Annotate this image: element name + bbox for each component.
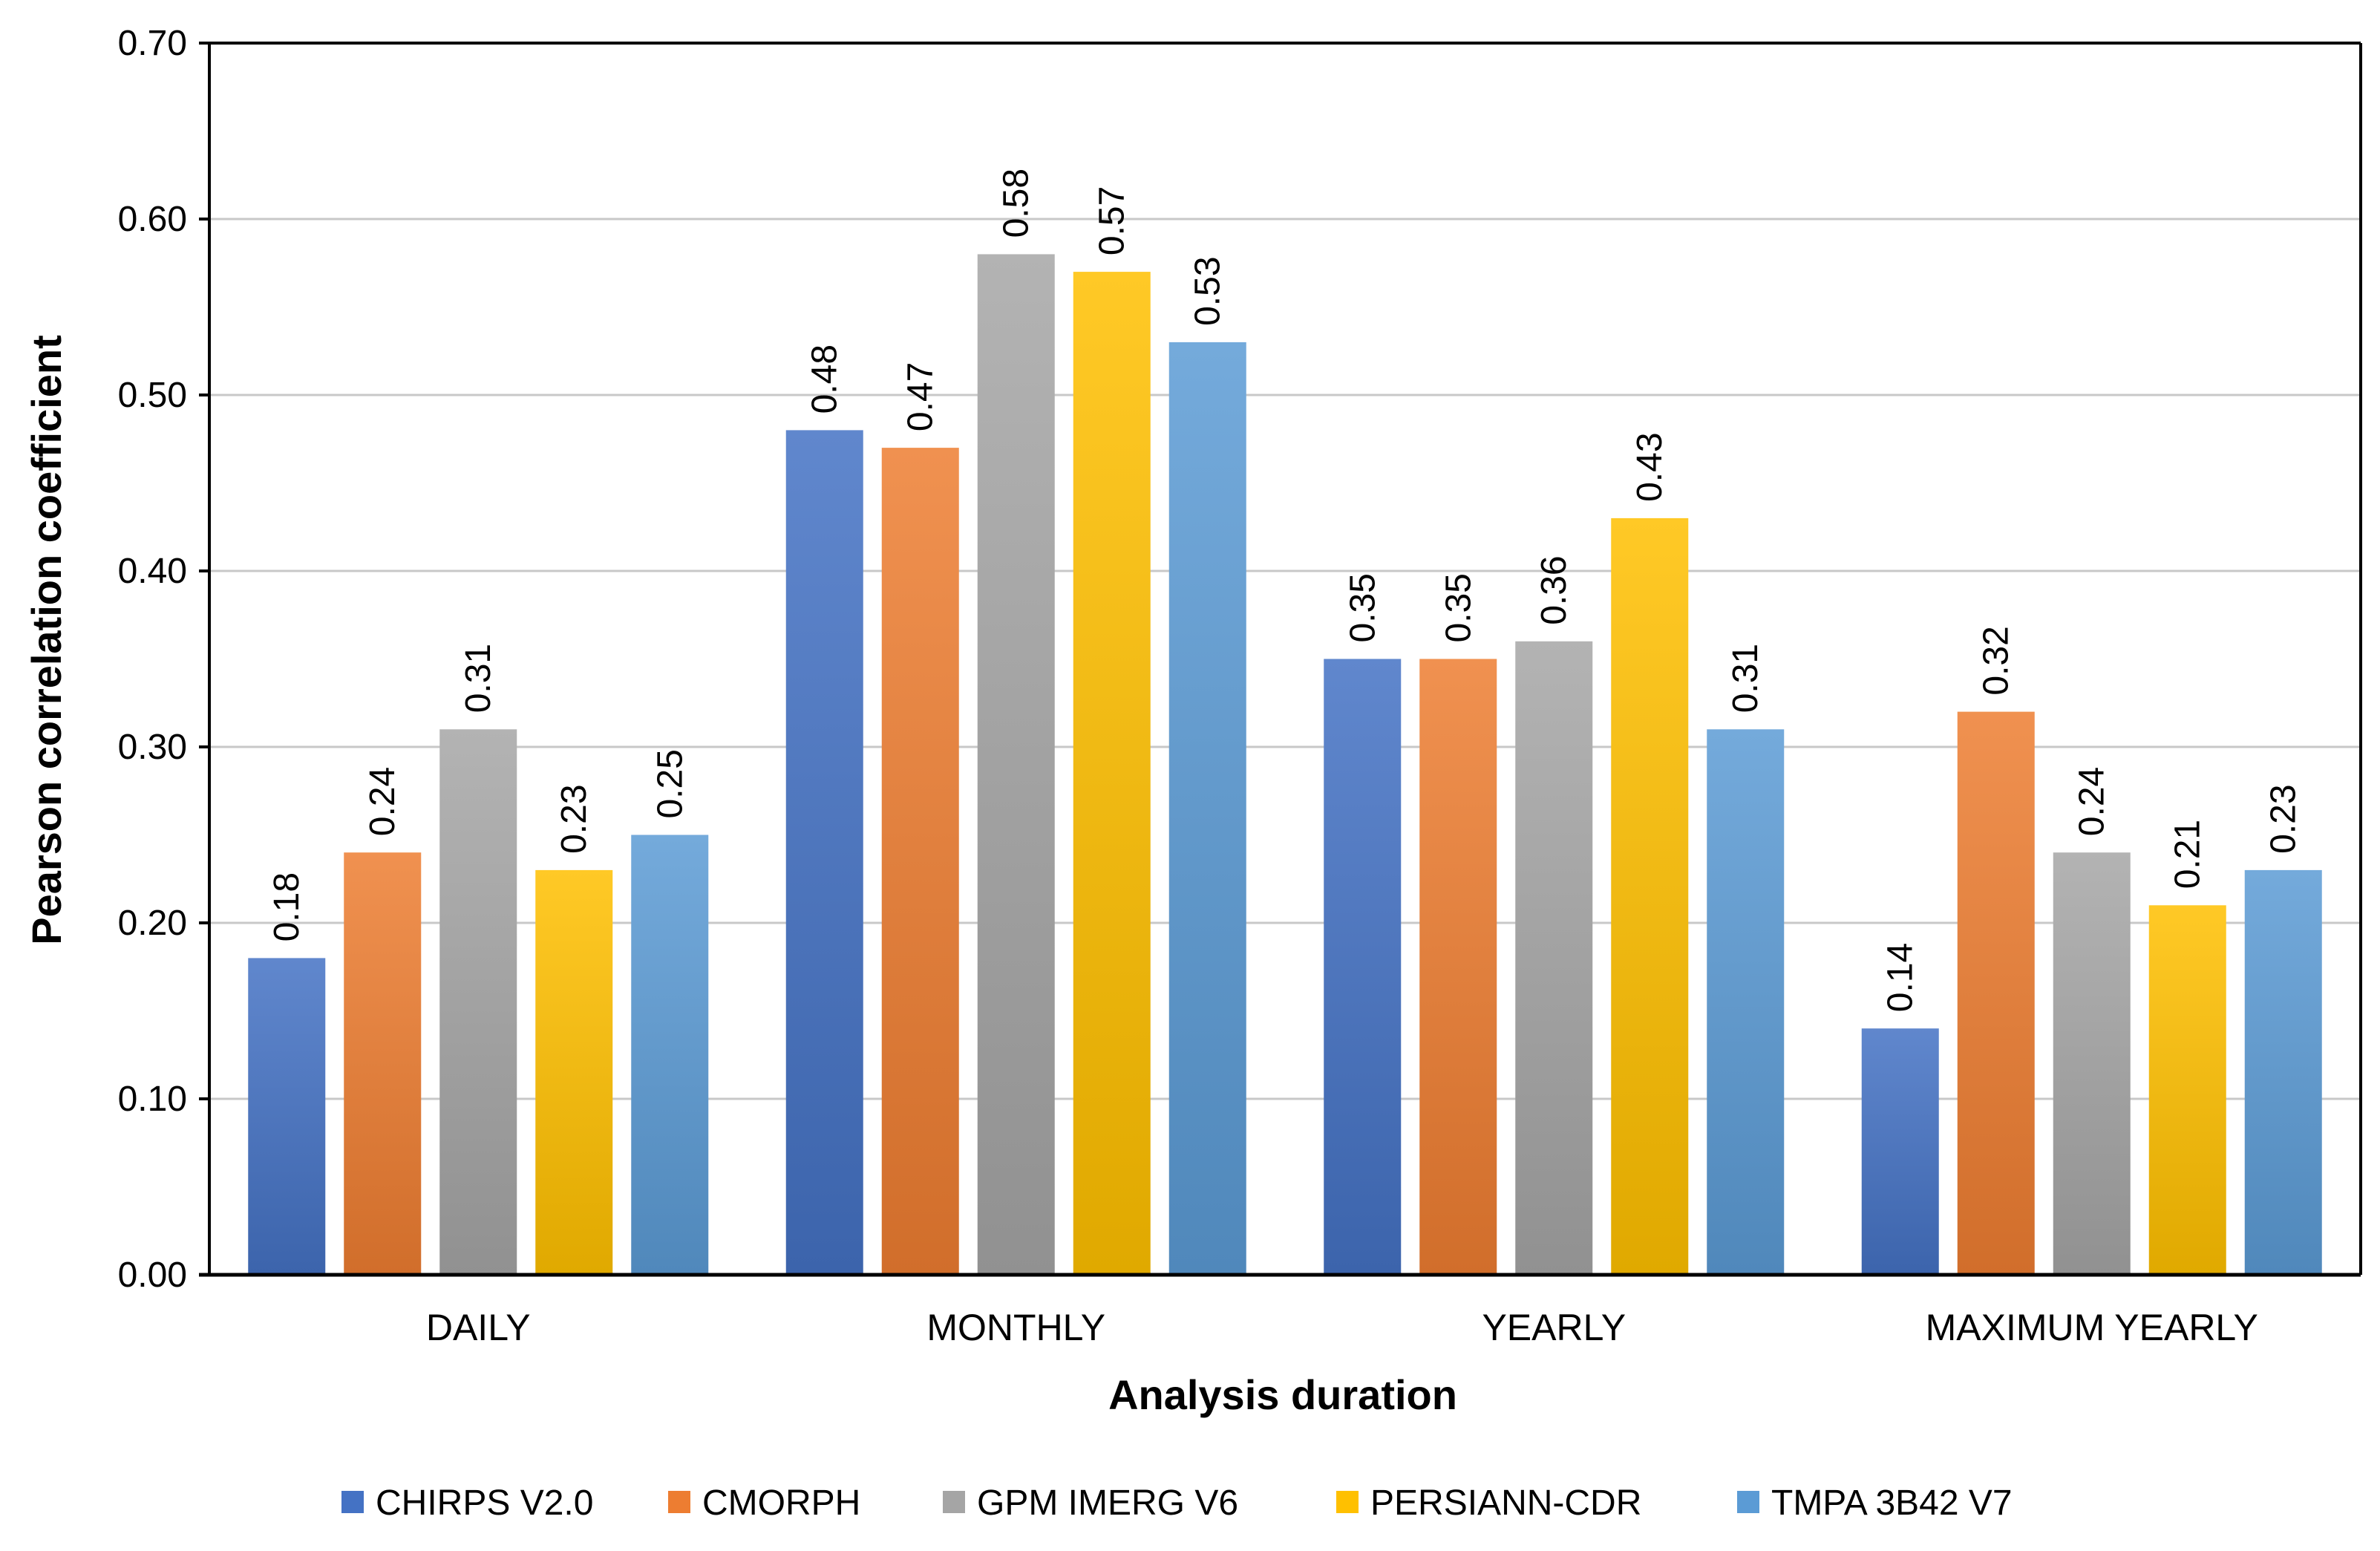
bar [1324, 659, 1402, 1275]
bar [977, 254, 1055, 1275]
data-label: 0.21 [2168, 820, 2208, 889]
legend-label: TMPA 3B42 V7 [1771, 1483, 2013, 1523]
data-label: 0.32 [1977, 626, 2016, 695]
data-label: 0.57 [1093, 186, 1132, 255]
data-label: 0.24 [363, 767, 402, 836]
data-label: 0.53 [1189, 256, 1228, 325]
legend: CHIRPS V2.0 CMORPH GPM IMERG V6 PERSIANN-CD… [341, 1483, 2013, 1523]
bar [1515, 641, 1593, 1275]
y-tick-label: 0.00 [118, 1256, 187, 1295]
legend-swatch [1737, 1491, 1759, 1513]
bar [1168, 342, 1246, 1275]
data-label: 0.23 [555, 784, 594, 853]
bar [785, 430, 863, 1275]
data-label: 0.43 [1630, 432, 1670, 501]
bar [881, 448, 959, 1275]
y-tick-label: 0.40 [118, 552, 187, 591]
x-tick-label: MAXIMUM YEARLY [1926, 1307, 2258, 1348]
legend-label: CMORPH [702, 1483, 860, 1523]
data-label: 0.31 [1726, 644, 1765, 713]
data-label: 0.35 [1343, 573, 1382, 642]
bar [1419, 659, 1497, 1275]
y-tick-label: 0.20 [118, 904, 187, 943]
bar [535, 869, 613, 1275]
gridlines [209, 42, 2361, 1100]
bar [344, 852, 422, 1275]
data-label: 0.31 [459, 644, 498, 713]
bar [248, 958, 326, 1275]
x-tick-label: DAILY [426, 1307, 531, 1348]
bar [2148, 905, 2226, 1275]
x-axis-title: Analysis duration [1108, 1371, 1457, 1418]
bar [1957, 711, 2035, 1275]
bar [439, 729, 517, 1275]
bar [1707, 729, 1785, 1275]
legend-swatch [1336, 1491, 1359, 1513]
y-tick-label: 0.60 [118, 200, 187, 239]
bar [2053, 852, 2131, 1275]
data-label: 0.23 [2264, 784, 2304, 853]
bar [1073, 272, 1151, 1276]
y-tick-label: 0.70 [118, 24, 187, 63]
y-axis-title: Pearson correlation coefficient [23, 335, 70, 945]
y-tick-label: 0.30 [118, 728, 187, 767]
legend-swatch [668, 1491, 690, 1513]
bar [1861, 1028, 1939, 1275]
x-tick-label: YEARLY [1482, 1307, 1626, 1348]
axes: 0.00 0.10 0.20 0.30 0.40 0.50 0.60 0.70 DAILY MON… [118, 24, 2362, 1348]
legend-label: CHIRPS V2.0 [376, 1483, 593, 1523]
bars [248, 254, 2322, 1276]
data-label: 0.58 [997, 169, 1036, 238]
bar [631, 835, 709, 1275]
y-tick-label: 0.10 [118, 1080, 187, 1119]
data-label: 0.48 [805, 345, 845, 414]
data-label: 0.18 [267, 872, 307, 941]
data-labels: 0.18 0.24 0.31 0.23 0.25 0.48 0.47 0.58 0.57 0.53… [267, 169, 2304, 1012]
bar [1611, 517, 1689, 1275]
legend-swatch [341, 1491, 364, 1513]
data-label: 0.35 [1439, 573, 1478, 642]
bar [2244, 869, 2322, 1275]
legend-label: GPM IMERG V6 [977, 1483, 1238, 1523]
data-label: 0.24 [2073, 767, 2112, 836]
data-label: 0.25 [650, 749, 690, 818]
legend-label: PERSIANN-CDR [1370, 1483, 1641, 1523]
data-label: 0.14 [1881, 943, 1920, 1012]
x-tick-label: MONTHLY [926, 1307, 1105, 1348]
legend-swatch [943, 1491, 965, 1513]
y-tick-label: 0.50 [118, 376, 187, 415]
data-label: 0.36 [1534, 555, 1574, 624]
data-label: 0.47 [901, 362, 941, 431]
